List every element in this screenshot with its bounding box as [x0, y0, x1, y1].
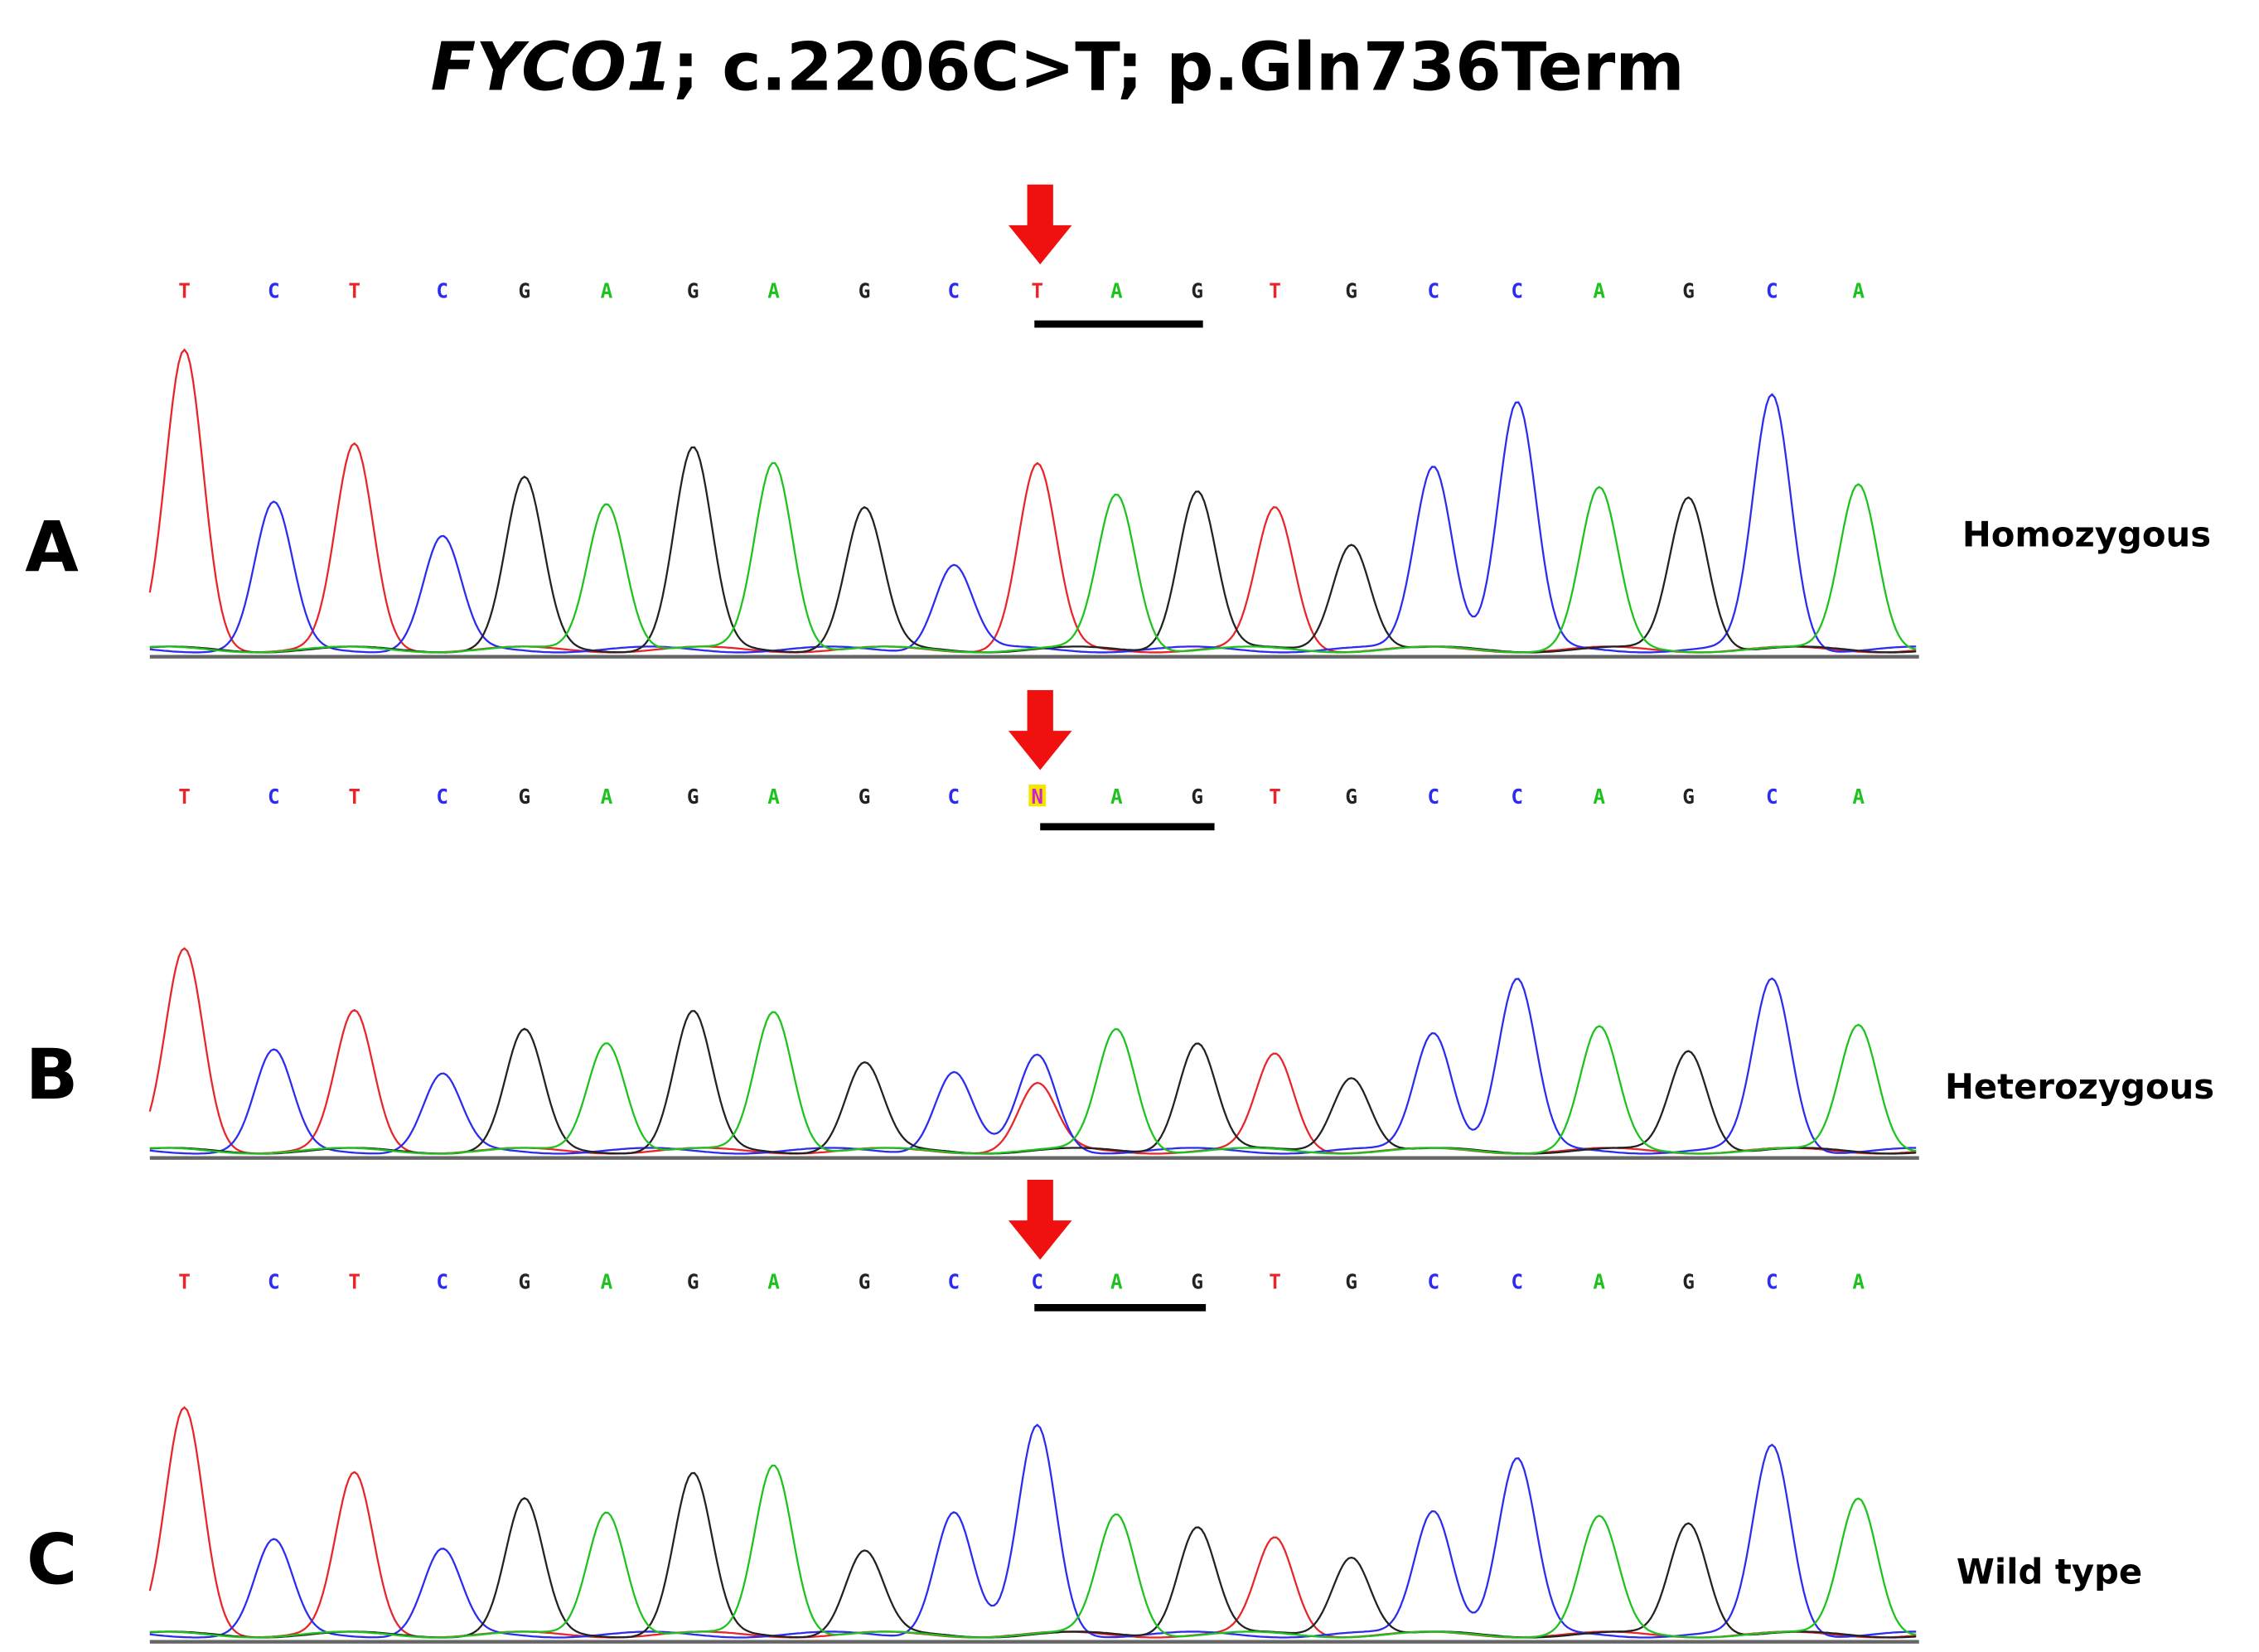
base-call: T: [178, 278, 191, 302]
trace: [149, 1423, 1917, 1639]
base-call: C: [268, 1269, 280, 1293]
base-call: A: [767, 1269, 780, 1293]
base-call: G: [687, 1269, 699, 1293]
base-call: T: [348, 785, 360, 809]
base-call: G: [859, 278, 871, 302]
base-call: A: [1593, 785, 1605, 809]
panel: C Wild type T C T C G A G A G C C A G T G C C A G C A: [27, 1180, 2142, 1644]
base-call: C: [1511, 278, 1523, 302]
arrow: [1008, 184, 1072, 265]
base-call: T: [178, 785, 191, 809]
base-call: G: [1191, 278, 1203, 302]
trace: [149, 1471, 1917, 1639]
base-call: T: [348, 278, 360, 302]
base-call: C: [1428, 785, 1440, 809]
trace: [149, 1464, 1917, 1639]
base-call: A: [767, 785, 780, 809]
base-call: C: [268, 278, 280, 302]
base-call: G: [1345, 785, 1357, 809]
genotype-label: Homozygous: [1962, 514, 2211, 554]
base-call: G: [1345, 278, 1357, 302]
base-call: G: [518, 1269, 530, 1293]
base-call: G: [518, 785, 530, 809]
panel: B Heterozygous T C T C G A G A G C N A G T G C C A G C A: [26, 690, 2214, 1160]
title-gene: FYCO1: [430, 27, 672, 105]
base-call: G: [1345, 1269, 1357, 1293]
base-call: G: [859, 1269, 871, 1293]
base-highlight: [1028, 785, 1047, 807]
base-call: G: [687, 785, 699, 809]
base-call: A: [1110, 278, 1123, 302]
arrow: [1008, 690, 1072, 770]
base-call: C: [948, 785, 960, 809]
panel-letter: B: [26, 1033, 79, 1114]
base-call: A: [1852, 278, 1865, 302]
base-call: T: [1031, 278, 1043, 302]
base-call: C: [1766, 785, 1778, 809]
trace: [148, 348, 1917, 654]
base-call: A: [1852, 785, 1865, 809]
base-call: C: [436, 1269, 448, 1293]
base-call: G: [1682, 785, 1695, 809]
base-call: A: [601, 278, 613, 302]
base-call: C: [436, 278, 448, 302]
base-call: C: [1766, 1269, 1778, 1293]
panel: A Homozygous T C T C G A G A G C T A G T G C C A G C A: [25, 184, 2211, 659]
trace: [148, 947, 1917, 1155]
base-call: N: [1031, 785, 1043, 809]
genotype-label: Wild type: [1957, 1551, 2142, 1592]
base-call: A: [1110, 1269, 1123, 1293]
base-call: G: [1682, 278, 1695, 302]
trace: [149, 461, 1917, 654]
base-call: T: [1269, 1269, 1281, 1293]
base-call: C: [1511, 785, 1523, 809]
base-call: C: [948, 1269, 960, 1293]
base-call: C: [268, 785, 280, 809]
base-call: T: [178, 1269, 191, 1293]
trace: [149, 977, 1917, 1155]
base-call: G: [1191, 1269, 1203, 1293]
base-call: C: [1766, 278, 1778, 302]
title: FYCO1; c.2206C>T; p.Gln736Term: [430, 27, 1684, 105]
base-call: T: [1269, 278, 1281, 302]
base-call: A: [1593, 1269, 1605, 1293]
panel-letter: A: [25, 506, 79, 587]
trace: [149, 393, 1917, 654]
base-call: T: [348, 1269, 360, 1293]
base-call: A: [767, 278, 780, 302]
base-call: C: [1428, 278, 1440, 302]
title-rest: ; c.2206C>T; p.Gln736Term: [672, 27, 1684, 105]
base-call: G: [1191, 785, 1203, 809]
base-call: C: [948, 278, 960, 302]
trace: [148, 1406, 1917, 1639]
base-call: A: [1110, 785, 1123, 809]
base-call: A: [1852, 1269, 1865, 1293]
trace: [149, 1011, 1917, 1155]
base-call: G: [518, 278, 530, 302]
base-call: G: [687, 278, 699, 302]
base-call: C: [1511, 1269, 1523, 1293]
base-call: G: [1682, 1269, 1695, 1293]
base-call: T: [1269, 785, 1281, 809]
arrow: [1008, 1180, 1072, 1260]
trace: [149, 446, 1917, 654]
base-call: A: [1593, 278, 1605, 302]
base-call: A: [601, 1269, 613, 1293]
panel-letter: C: [27, 1519, 77, 1600]
base-call: C: [436, 785, 448, 809]
base-call: C: [1428, 1269, 1440, 1293]
base-call: A: [601, 785, 613, 809]
base-call: C: [1031, 1269, 1043, 1293]
trace: [149, 1010, 1917, 1155]
base-call: G: [859, 785, 871, 809]
genotype-label: Heterozygous: [1945, 1066, 2214, 1107]
